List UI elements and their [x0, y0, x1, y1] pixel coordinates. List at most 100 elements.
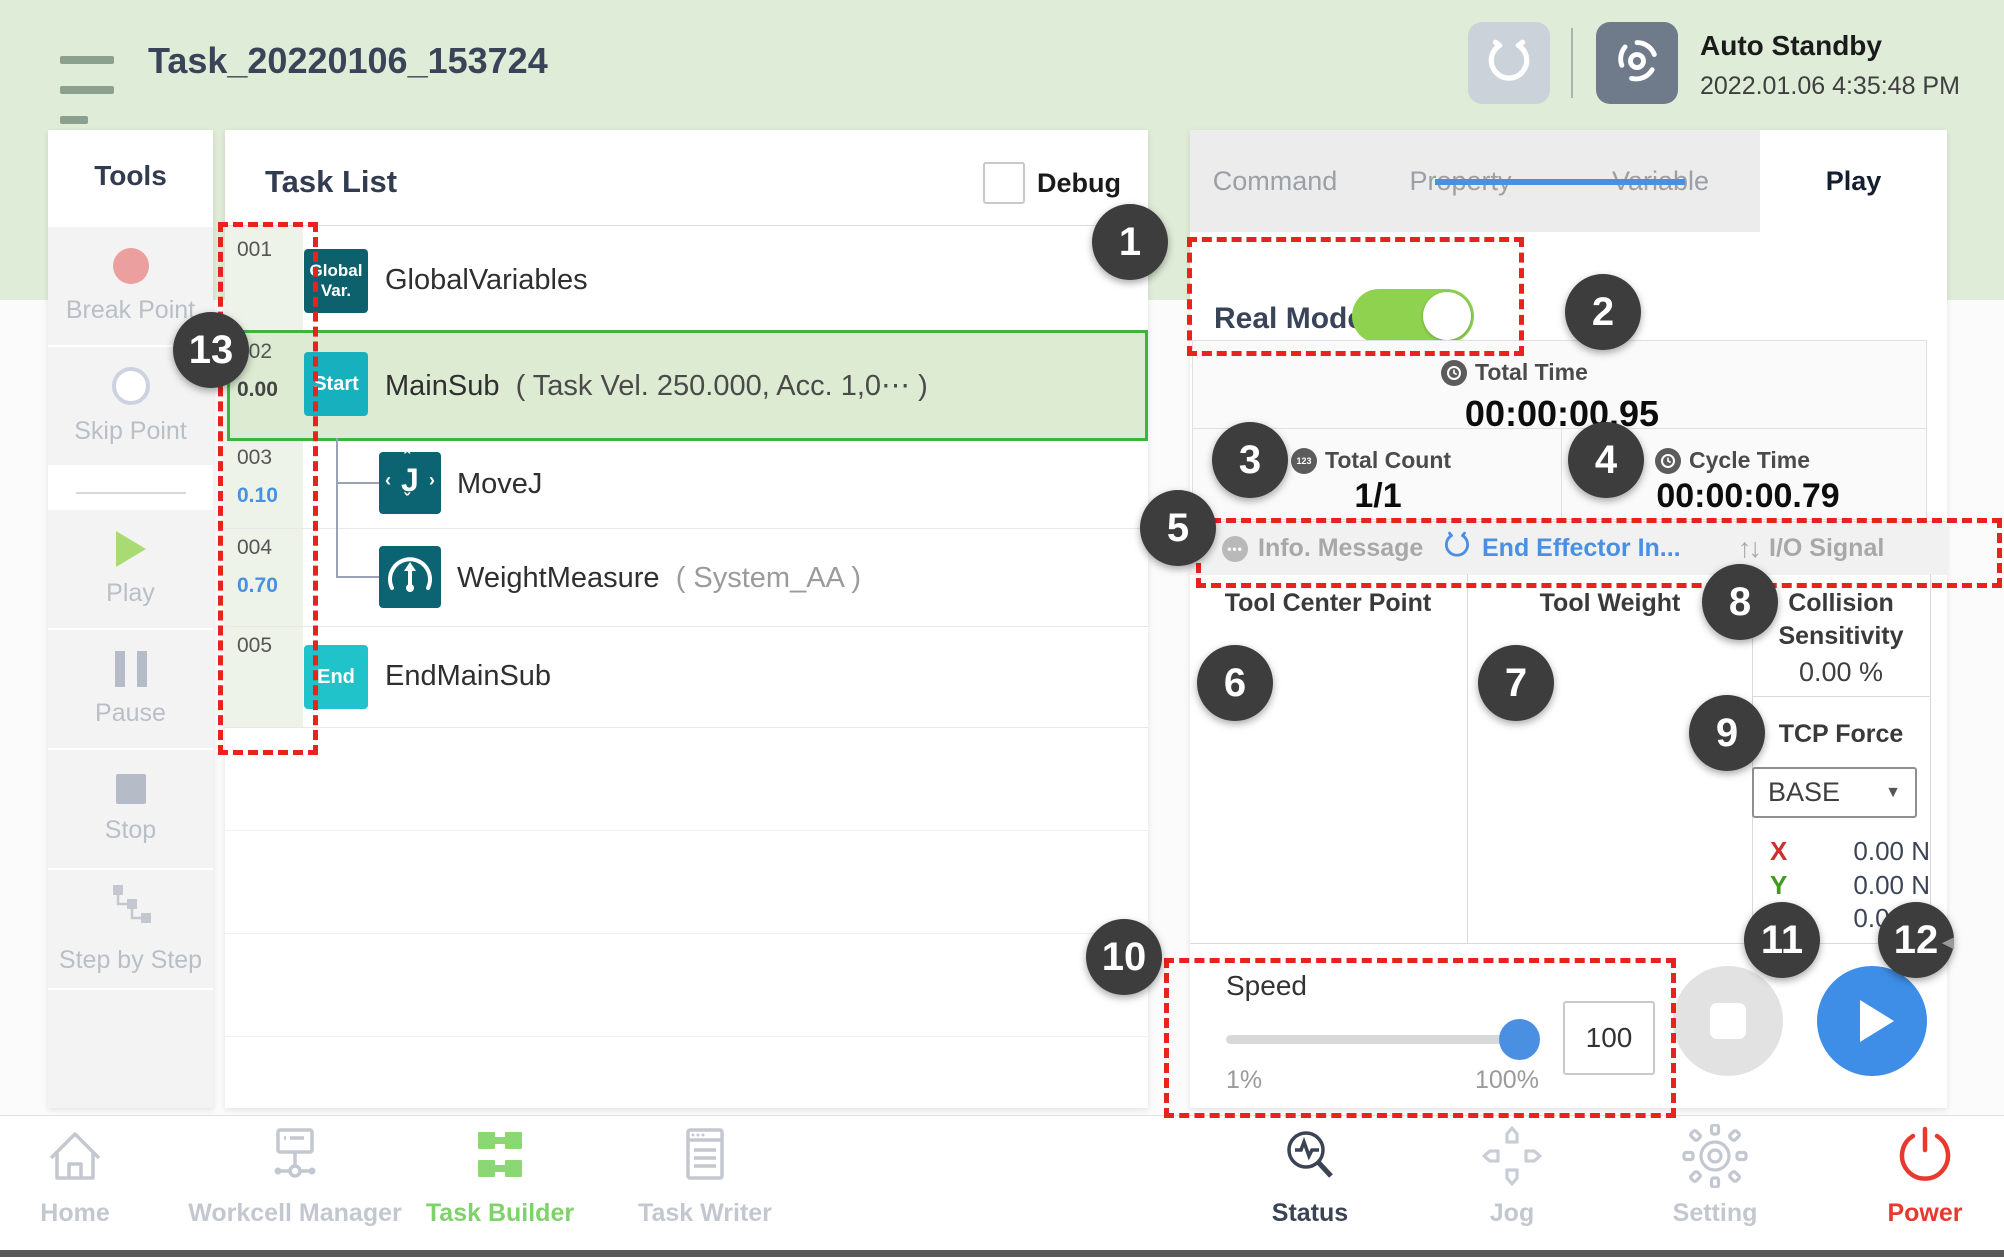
robot-mode-button[interactable] [1596, 22, 1678, 104]
robot-state-label: Auto Standby [1700, 30, 1882, 61]
task-row-endmainsub[interactable]: EndMainSub [385, 660, 552, 692]
cycle-clock-icon [1655, 447, 1681, 474]
nav-jog[interactable]: Jog [1467, 1124, 1557, 1228]
skip-point-button[interactable]: Skip Point [48, 347, 213, 465]
stop-tool-button[interactable]: Stop [48, 750, 213, 868]
annotation-6: 6 [1197, 645, 1273, 721]
collision-sensitivity-label-1: Collision [1788, 589, 1894, 617]
subtab-end-effector[interactable]: End Effector In... [1442, 522, 1681, 575]
break-point-label: Break Point [65, 295, 196, 324]
tab-play[interactable]: Play [1760, 130, 1947, 232]
tree-vertical-line [336, 438, 338, 577]
annotation-3: 3 [1212, 422, 1288, 498]
nav-status[interactable]: Status [1255, 1124, 1365, 1228]
speed-slider-track[interactable] [1226, 1035, 1537, 1044]
stop-label: Stop [104, 815, 157, 844]
workcell-manager-icon [255, 1124, 335, 1193]
pause-tool-button[interactable]: Pause [48, 630, 213, 748]
columns-bottom-border [1190, 943, 1947, 944]
page-title: Task_20220106_153724 [148, 40, 548, 81]
active-subtab-underline [1435, 179, 1685, 185]
count-icon: 123 [1291, 447, 1317, 474]
line-number-column [225, 226, 303, 727]
debug-label: Debug [1037, 168, 1121, 198]
play-tool-button[interactable]: Play [48, 510, 213, 628]
step-by-step-icon [108, 883, 154, 934]
collision-sensitivity-value: 0.00 % [1798, 657, 1884, 687]
annotation-7: 7 [1478, 645, 1554, 721]
nav-task-writer[interactable]: Task Writer [630, 1124, 780, 1228]
annotation-8: 8 [1702, 564, 1778, 640]
subtab-info-message[interactable]: ••• Info. Message [1222, 522, 1423, 575]
nav-power[interactable]: Power [1880, 1124, 1970, 1228]
force-row-x: X 0.00 N [1770, 836, 1930, 866]
annotation-9: 9 [1689, 695, 1765, 771]
selected-row-highlight [227, 330, 1148, 441]
setting-gear-icon [1675, 1123, 1755, 1193]
speed-max-label: 100% [1475, 1066, 1539, 1094]
end-effector-icon [1442, 530, 1472, 567]
play-run-button[interactable] [1817, 966, 1927, 1076]
real-mode-toggle[interactable] [1352, 289, 1474, 343]
tools-panel: Tools Break Point Skip Point Play Pause … [48, 130, 213, 1108]
swirl-icon [1611, 35, 1663, 92]
step-by-step-label: Step by Step [58, 946, 203, 974]
nav-setting[interactable]: Setting [1660, 1123, 1770, 1228]
break-point-icon [112, 247, 149, 284]
pause-label: Pause [95, 698, 166, 727]
status-icon [1270, 1124, 1350, 1193]
total-time-value: 00:00:00.95 [1464, 393, 1660, 434]
nav-task-builder[interactable]: Task Builder [425, 1124, 575, 1228]
global-var-badge: Global Var. [304, 249, 368, 313]
column-divider-1 [1467, 574, 1468, 943]
inspector-panel: Command Property Variable Play Real Mode… [1190, 130, 1947, 1108]
tcp-force-frame-dropdown[interactable]: BASE ▼ [1752, 767, 1917, 818]
debug-checkbox[interactable] [983, 162, 1025, 204]
speed-value-input[interactable] [1563, 1001, 1655, 1075]
tab-command[interactable]: Command [1190, 130, 1361, 232]
play-label: Play [106, 578, 155, 607]
total-time-label-row: Total Time [1441, 359, 1588, 386]
task-row-weightmeasure[interactable]: WeightMeasure ( System_AA ) [457, 562, 862, 594]
power-icon [1885, 1124, 1965, 1193]
task-row-globalvariables[interactable]: GlobalVariables [385, 264, 588, 296]
screen-bottom-strip [0, 1250, 2004, 1257]
gripper-icon [1484, 36, 1534, 91]
force-row-y: Y 0.00 N [1770, 870, 1930, 900]
nav-home[interactable]: Home [35, 1124, 115, 1228]
skip-point-icon [111, 366, 150, 405]
total-count-label-row: 123 Total Count [1291, 447, 1451, 474]
tools-title: Tools [94, 160, 167, 191]
stop-run-button[interactable] [1673, 966, 1783, 1076]
play-icon [115, 530, 146, 567]
task-row-mainsub[interactable]: MainSub ( Task Vel. 250.000, Acc. 1,0⋯ ) [385, 370, 928, 402]
header-divider [1571, 28, 1573, 98]
nav-workcell-manager[interactable]: Workcell Manager [175, 1124, 415, 1228]
annotation-2: 2 [1565, 274, 1641, 350]
skip-point-label: Skip Point [74, 416, 187, 445]
stop-square-icon [1710, 1003, 1746, 1039]
collapse-arrow-icon[interactable]: ◄ [1938, 932, 1958, 954]
movej-icon: J ‹ › ˆ ˇ [379, 448, 441, 514]
subtab-io-signal[interactable]: ↑↓ I/O Signal [1738, 533, 1885, 563]
annotation-4: 4 [1568, 422, 1644, 498]
bottom-navigation: Home Workcell Manager Task Builder Task … [0, 1115, 2004, 1251]
task-list-panel: Task List Debug 001 002 0.00 003 0.10 004 0… [225, 130, 1148, 1108]
tree-branch-weight [336, 576, 379, 578]
speed-slider-thumb[interactable] [1499, 1019, 1540, 1060]
play-triangle-icon [1860, 1000, 1894, 1042]
tool-center-point-header: Tool Center Point [1224, 589, 1432, 617]
tools-filler [48, 990, 213, 1108]
step-by-step-button[interactable]: Step by Step [48, 870, 213, 988]
header-datetime: 2022.01.06 4:35:48 PM [1700, 72, 1960, 100]
gripper-status-button[interactable] [1468, 22, 1550, 104]
speed-label: Speed [1226, 970, 1307, 1001]
annotation-11: 11 [1744, 902, 1820, 978]
menu-hamburger-icon[interactable] [60, 56, 114, 126]
subtab-bar: ••• Info. Message End Effector In... ↑↓ … [1190, 521, 1947, 575]
task-row-movej[interactable]: MoveJ [457, 468, 543, 500]
io-signal-icon: ↑↓ [1738, 533, 1762, 563]
start-badge: Start [304, 352, 368, 416]
collision-divider [1752, 696, 1930, 697]
